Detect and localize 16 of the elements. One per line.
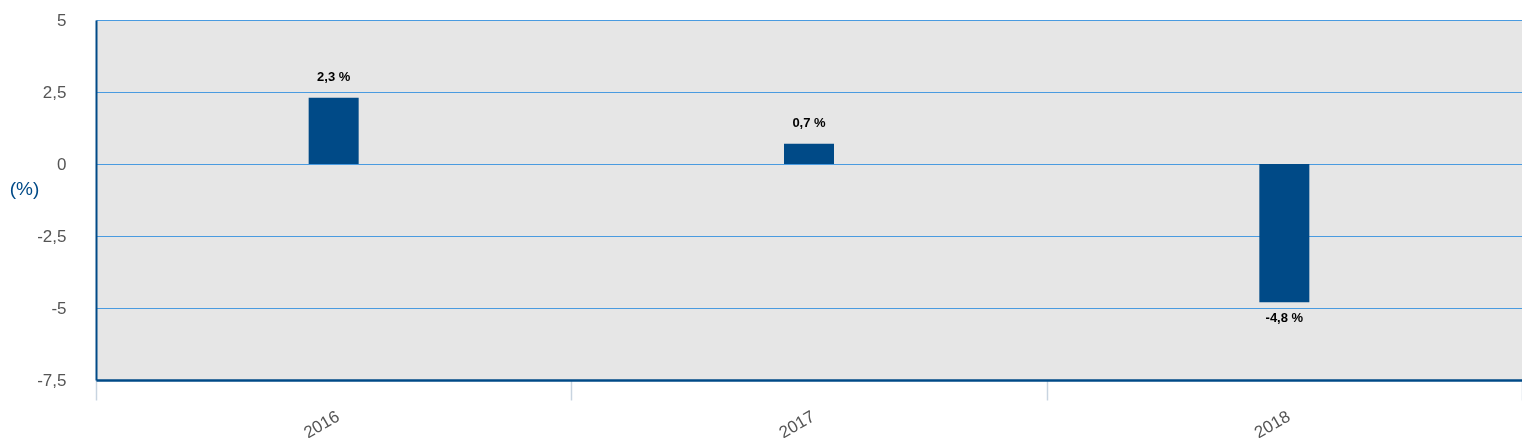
y-tick-label: -5 bbox=[51, 298, 67, 318]
y-tick-label: -7,5 bbox=[37, 370, 67, 390]
y-tick-label: 2,5 bbox=[42, 82, 67, 102]
x-tick-label: 2016 bbox=[300, 406, 343, 438]
data-label: 0,7 % bbox=[792, 114, 827, 130]
bar bbox=[1259, 164, 1310, 303]
y-tick-label: 0 bbox=[57, 154, 67, 174]
bar bbox=[308, 97, 359, 164]
y-tick-label: 5 bbox=[57, 10, 67, 30]
data-label: 2,3 % bbox=[317, 68, 351, 84]
bar bbox=[784, 143, 834, 164]
y-tick-label: -2,5 bbox=[37, 226, 67, 246]
y-axis-title: (%) bbox=[9, 177, 40, 199]
x-tick-label: 2017 bbox=[775, 406, 818, 438]
data-label: -4,8 % bbox=[1265, 310, 1304, 326]
x-tick-label: 2018 bbox=[1251, 406, 1294, 438]
